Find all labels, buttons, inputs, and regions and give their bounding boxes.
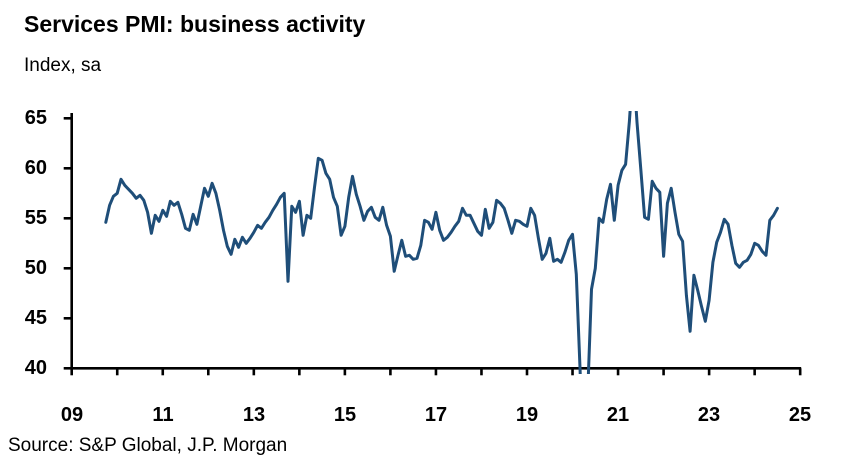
y-tick-label: 45 [24,307,47,329]
x-tick-label: 25 [788,404,812,426]
x-tick-label: 15 [333,404,357,426]
pmi-series-line [104,111,779,374]
y-tick-label: 60 [24,157,47,179]
y-tick-label: 40 [24,357,47,379]
y-tick-label: 65 [24,107,47,129]
y-tick-label: 55 [24,207,47,229]
x-tick-label: 17 [424,404,448,426]
chart-subtitle: Index, sa [24,55,102,76]
chart-axes [63,113,802,376]
y-tick-label: 50 [24,257,47,279]
x-tick-label: 13 [242,404,266,426]
x-tick-label: 23 [697,404,721,426]
x-tick-label: 09 [60,404,84,426]
chart-title: Services PMI: business activity [24,11,366,37]
x-tick-label: 21 [606,404,630,426]
x-tick-label: 19 [515,404,539,426]
source-note: Source: S&P Global, J.P. Morgan [8,435,288,456]
x-tick-label: 11 [152,404,174,426]
